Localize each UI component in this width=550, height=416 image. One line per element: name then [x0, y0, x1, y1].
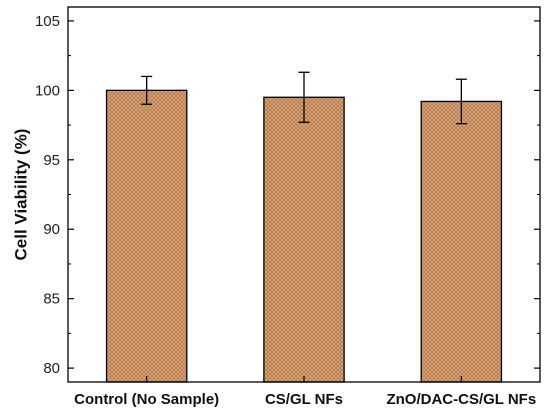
x-category-label: ZnO/DAC-CS/GL NFs	[386, 391, 536, 408]
y-tick-label: 95	[43, 152, 60, 169]
y-tick-label: 105	[35, 13, 60, 30]
y-axis-ticks: 80 85 90 95 100 105	[35, 13, 540, 377]
x-axis-ticks: Control (No Sample) CS/GL NFs ZnO/DAC-CS/G…	[74, 376, 536, 408]
bar-2	[263, 96, 345, 383]
bars-layer	[105, 89, 503, 383]
y-tick-label: 100	[35, 82, 60, 99]
x-category-label: CS/GL NFs	[265, 391, 343, 408]
y-tick-label: 90	[43, 221, 60, 238]
y-tick-label: 80	[43, 360, 60, 377]
error-bars-layer	[141, 71, 467, 125]
x-category-label: Control (No Sample)	[74, 391, 219, 408]
y-tick-label: 85	[43, 291, 60, 308]
bar-3	[420, 100, 503, 383]
y-axis-title: Cell Viability (%)	[11, 129, 30, 261]
bar-1	[105, 89, 188, 383]
